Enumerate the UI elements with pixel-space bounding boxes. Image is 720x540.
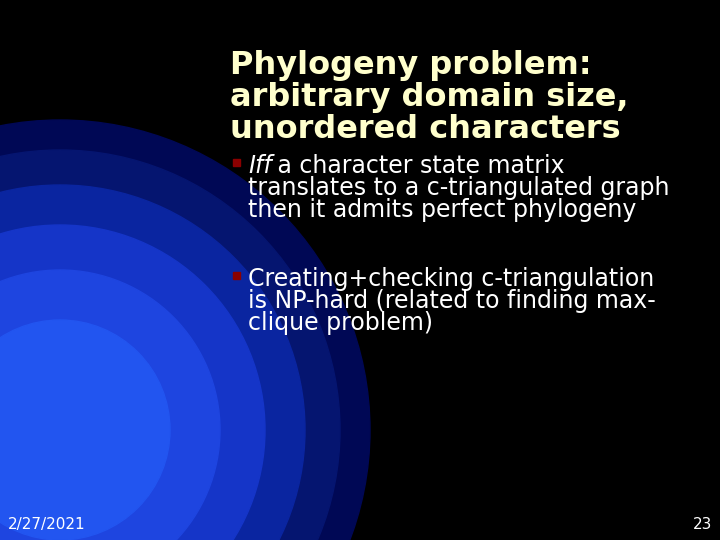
Bar (233, 272, 240, 279)
Circle shape (0, 270, 220, 540)
Text: Phylogeny problem:: Phylogeny problem: (230, 50, 592, 81)
Bar (233, 159, 240, 166)
Circle shape (0, 120, 370, 540)
Text: 23: 23 (693, 517, 712, 532)
Circle shape (0, 225, 265, 540)
Text: translates to a c-triangulated graph: translates to a c-triangulated graph (248, 176, 670, 200)
Circle shape (0, 320, 170, 540)
Text: is NP-hard (related to finding max-: is NP-hard (related to finding max- (248, 289, 656, 313)
Text: a character state matrix: a character state matrix (270, 154, 564, 178)
Text: 2/27/2021: 2/27/2021 (8, 517, 86, 532)
Circle shape (0, 185, 305, 540)
Text: arbitrary domain size,: arbitrary domain size, (230, 82, 629, 113)
Text: clique problem): clique problem) (248, 311, 433, 335)
Text: Creating+checking c-triangulation: Creating+checking c-triangulation (248, 267, 654, 291)
Text: Iff: Iff (248, 154, 271, 178)
Text: then it admits perfect phylogeny: then it admits perfect phylogeny (248, 198, 636, 222)
Text: unordered characters: unordered characters (230, 114, 621, 145)
Circle shape (0, 150, 340, 540)
